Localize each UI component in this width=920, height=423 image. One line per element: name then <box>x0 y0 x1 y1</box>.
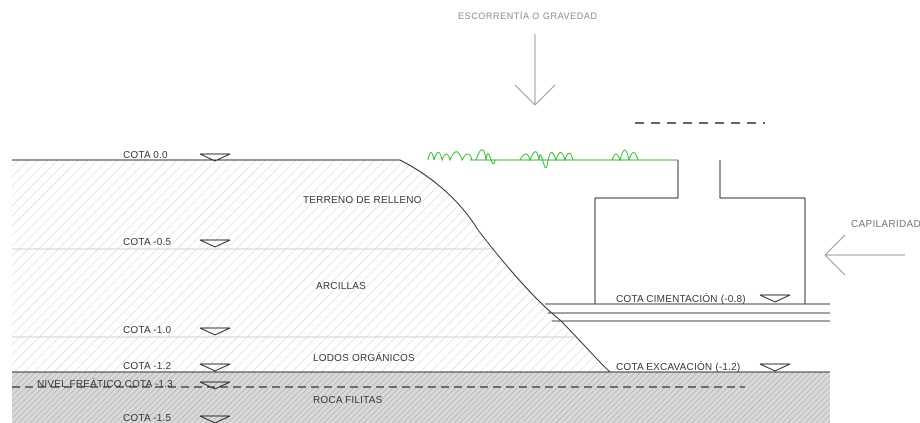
excavation-slope <box>399 159 611 373</box>
runoff-label: ESCORRENTÍA O GRAVEDAD <box>458 11 598 21</box>
water-table-label: NIVEL FREÁTICO COTA -1.3 <box>37 377 173 390</box>
level-marker-foundation <box>759 294 791 303</box>
level-marker-1.3 <box>199 381 231 390</box>
layer-mud-label: LODOS ORGÁNICOS <box>313 351 415 364</box>
level-markers <box>199 153 791 423</box>
level-marker-0.0 <box>199 153 231 162</box>
level-marker-excavation <box>759 363 791 372</box>
runoff-arrow <box>514 34 556 106</box>
level-marker-0.5 <box>199 239 231 248</box>
capillarity-label: CAPILARIDAD <box>851 219 920 230</box>
level-marker-1.2 <box>199 363 231 372</box>
level-label-1.0: COTA -1.0 <box>123 325 172 336</box>
level-label-0.0: COTA 0.0 <box>123 150 168 161</box>
soil-body <box>12 160 610 372</box>
layer-clay-label: ARCILLAS <box>316 281 366 292</box>
excavation-level-label: COTA EXCAVACIÓN (-1.2) <box>616 360 740 373</box>
level-label-0.5: COTA -0.5 <box>123 237 172 248</box>
capillarity-arrow <box>824 234 905 276</box>
level-marker-1.0 <box>199 327 231 336</box>
foundation-outline <box>594 160 806 304</box>
level-label-1.2: COTA -1.2 <box>123 361 172 372</box>
layer-rock-label: ROCA FILITAS <box>313 395 383 406</box>
level-label-1.5: COTA -1.5 <box>123 413 172 423</box>
level-marker-1.5 <box>199 415 231 423</box>
layer-fill-label: TERRENO DE RELLENO <box>303 195 422 206</box>
vegetation-scribble <box>427 149 639 169</box>
foundation-level-label: COTA CIMENTACIÓN (-0.8) <box>616 292 746 305</box>
